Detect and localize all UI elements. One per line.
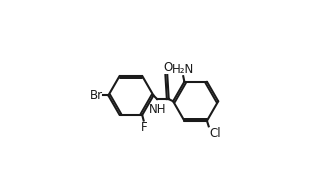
Text: Br: Br — [89, 89, 102, 102]
Text: O: O — [163, 61, 173, 74]
Text: Cl: Cl — [209, 127, 221, 140]
Text: NH: NH — [149, 103, 166, 116]
Text: H₂N: H₂N — [172, 63, 194, 76]
Text: F: F — [141, 121, 147, 134]
